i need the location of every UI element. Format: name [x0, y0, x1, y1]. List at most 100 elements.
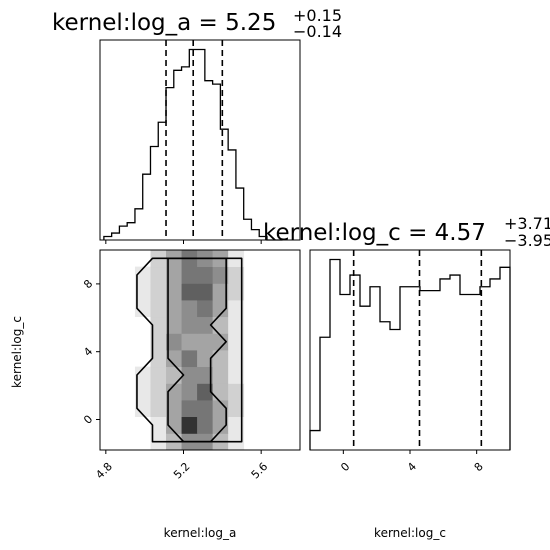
title-log-a: kernel:log_a = 5.25 +0.15 −0.14: [52, 6, 342, 41]
density-x-tick-label-1: 5.2: [171, 460, 193, 482]
density-cell: [197, 416, 214, 434]
density-cell: [166, 383, 182, 401]
density-x-tick-label-2: 5.6: [249, 460, 271, 482]
density-cell: [212, 283, 229, 301]
density-cell: [197, 300, 214, 318]
density-cell: [181, 283, 198, 301]
density-y-tick-label-0: 0: [81, 413, 95, 427]
x-tick-label-0: 0: [338, 460, 352, 474]
x-axis-label-log-a: kernel:log_a: [164, 526, 237, 540]
density-cell: [228, 383, 245, 401]
density-cell: [150, 333, 167, 351]
density-contour-0: [136, 257, 243, 443]
density-cell: [228, 366, 245, 384]
density-y-tick-labels: 0 4 8: [81, 277, 95, 427]
x-axis-label-log-c: kernel:log_c: [374, 526, 446, 540]
density-cell: [181, 300, 198, 318]
density-cell: [134, 266, 151, 284]
density-cell: [181, 333, 198, 351]
density-cell: [134, 366, 151, 384]
density-cell: [197, 400, 214, 418]
density-cell: [181, 316, 198, 334]
density-cell: [150, 416, 167, 434]
density-cell: [134, 400, 151, 418]
density-cell: [228, 266, 245, 284]
density-cell: [197, 266, 214, 284]
title-log-c-minus: −3.95: [504, 231, 550, 250]
density-y-tick-label-2: 8: [81, 277, 95, 291]
density-cell: [212, 366, 229, 384]
density-frame: [99, 249, 301, 451]
y-axis-label-log-c: kernel:log_c: [10, 316, 24, 388]
x-tick-label-2: 8: [472, 460, 486, 474]
density-cell: [150, 283, 167, 301]
density-cell: [212, 316, 229, 334]
title-log-a-main: kernel:log_a = 5.25: [52, 10, 276, 36]
density-x-tick-labels: 4.8 5.2 5.6: [93, 460, 270, 482]
density-y-tick-label-1: 4: [81, 345, 95, 359]
density-cell: [197, 350, 214, 368]
density-cell: [134, 283, 151, 301]
density-cell: [150, 266, 167, 284]
density-cell: [181, 350, 198, 368]
density-cell: [166, 366, 182, 384]
density-cell: [150, 383, 167, 401]
density-cell: [181, 266, 198, 284]
density-cell: [228, 416, 245, 434]
density-cell: [150, 316, 167, 334]
hist-log-c-panel: 0 4 8: [309, 249, 511, 474]
density-cell: [166, 333, 182, 351]
density-cell: [166, 400, 182, 418]
density-cells: [134, 250, 245, 451]
title-log-c-main: kernel:log_c = 4.57: [263, 220, 486, 246]
density-ticks: [96, 283, 262, 454]
density-cell: [166, 266, 182, 284]
density-cell: [212, 383, 229, 401]
density-cell: [212, 266, 229, 284]
density-cell: [212, 300, 229, 318]
density-cell: [228, 300, 245, 318]
density-cell: [166, 300, 182, 318]
hist-log-a-ticks: [105, 240, 262, 244]
density-cell: [212, 400, 229, 418]
density-cell: [181, 366, 198, 384]
title-log-a-plus: +0.15: [293, 6, 342, 25]
density-cell: [228, 283, 245, 301]
hist-log-a-frame: [99, 39, 301, 241]
density-cell: [166, 416, 182, 434]
density-cell: [197, 366, 214, 384]
density-cell: [134, 300, 151, 318]
density-cell: [197, 316, 214, 334]
density-x-tick-label-0: 4.8: [93, 460, 115, 482]
density-cell: [181, 383, 198, 401]
hist-log-a-steps: [103, 48, 283, 241]
density-cell: [197, 283, 214, 301]
density-cell: [150, 366, 167, 384]
density-cell: [181, 416, 198, 434]
title-log-a-minus: −0.14: [293, 22, 342, 41]
density-cell: [197, 383, 214, 401]
density-cell: [212, 333, 229, 351]
density-contours: [136, 257, 243, 443]
density-cell: [166, 316, 182, 334]
density-cell: [166, 283, 182, 301]
hist-log-c-ticks: [342, 450, 478, 454]
title-log-c: kernel:log_c = 4.57 +3.71 −3.95: [263, 214, 550, 250]
density-cell: [228, 333, 245, 351]
title-log-c-plus: +3.71: [504, 214, 550, 233]
density-cell: [166, 350, 182, 368]
density-cell: [212, 350, 229, 368]
density-cell: [228, 316, 245, 334]
density-cell: [228, 400, 245, 418]
density-cell: [150, 350, 167, 368]
density-cell: [150, 400, 167, 418]
density-panel: 4.8 5.2 5.6 0 4 8: [81, 249, 301, 482]
density-cell: [181, 400, 198, 418]
hist-log-a-quantiles: [165, 40, 224, 240]
hist-log-c-x-tick-labels: 0 4 8: [338, 460, 485, 474]
hist-log-c-quantiles: [352, 250, 483, 450]
density-cell: [212, 416, 229, 434]
density-cell: [197, 333, 214, 351]
density-cell: [134, 383, 151, 401]
